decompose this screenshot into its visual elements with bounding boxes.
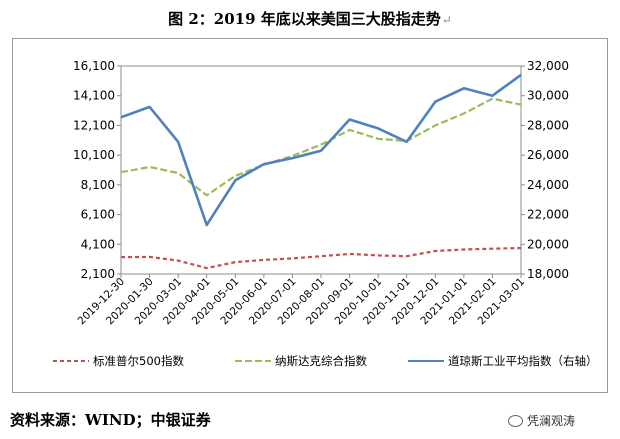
y-left-tick-label: 4,100 xyxy=(81,237,115,251)
y-left-tick-label: 2,100 xyxy=(81,267,115,281)
y-right-tick-label: 22,000 xyxy=(527,208,569,222)
wechat-icon xyxy=(508,414,523,427)
y-right-tick-label: 24,000 xyxy=(527,178,569,192)
chart-title: 图 2：2019 年底以来美国三大股指走势↵ xyxy=(168,10,452,28)
series-line-0 xyxy=(120,246,522,270)
figure-frame: 2,100 4,100 6,100 8,100 10,100 12,100 14,100 16… xyxy=(12,38,608,393)
y-right-tick-label: 20,000 xyxy=(527,237,569,251)
y-left-tick-label: 12,100 xyxy=(73,118,115,132)
line-chart: 2,100 4,100 6,100 8,100 10,100 12,100 14,100 16… xyxy=(53,59,598,368)
source-note: 资料来源：WIND；中银证券 xyxy=(10,411,211,429)
y-right-tick-label: 32,000 xyxy=(527,59,569,73)
legend-label-0: 标准普尔500指数 xyxy=(93,354,184,368)
series-line-2 xyxy=(120,73,522,227)
watermark-label: 凭澜观涛 xyxy=(527,414,576,428)
y-right-tick-label: 30,000 xyxy=(527,89,569,103)
y-right-tick-label: 26,000 xyxy=(527,148,569,162)
legend-label-2: 道琼斯工业平均指数（右轴） xyxy=(448,354,598,368)
y-right-tick-label: 18,000 xyxy=(527,267,569,281)
y-left-tick-label: 8,100 xyxy=(81,178,115,192)
y-left-tick-label: 14,100 xyxy=(73,89,115,103)
y-left-tick-label: 10,100 xyxy=(73,148,115,162)
y-right-tick-label: 28,000 xyxy=(527,118,569,132)
y-left-tick-label: 16,100 xyxy=(73,59,115,73)
series-line-1 xyxy=(120,97,522,197)
y-left-tick-label: 6,100 xyxy=(81,208,115,222)
legend-label-1: 纳斯达克综合指数 xyxy=(275,354,367,368)
watermark: 凭澜观涛 xyxy=(508,412,575,429)
plot-area xyxy=(120,65,522,275)
